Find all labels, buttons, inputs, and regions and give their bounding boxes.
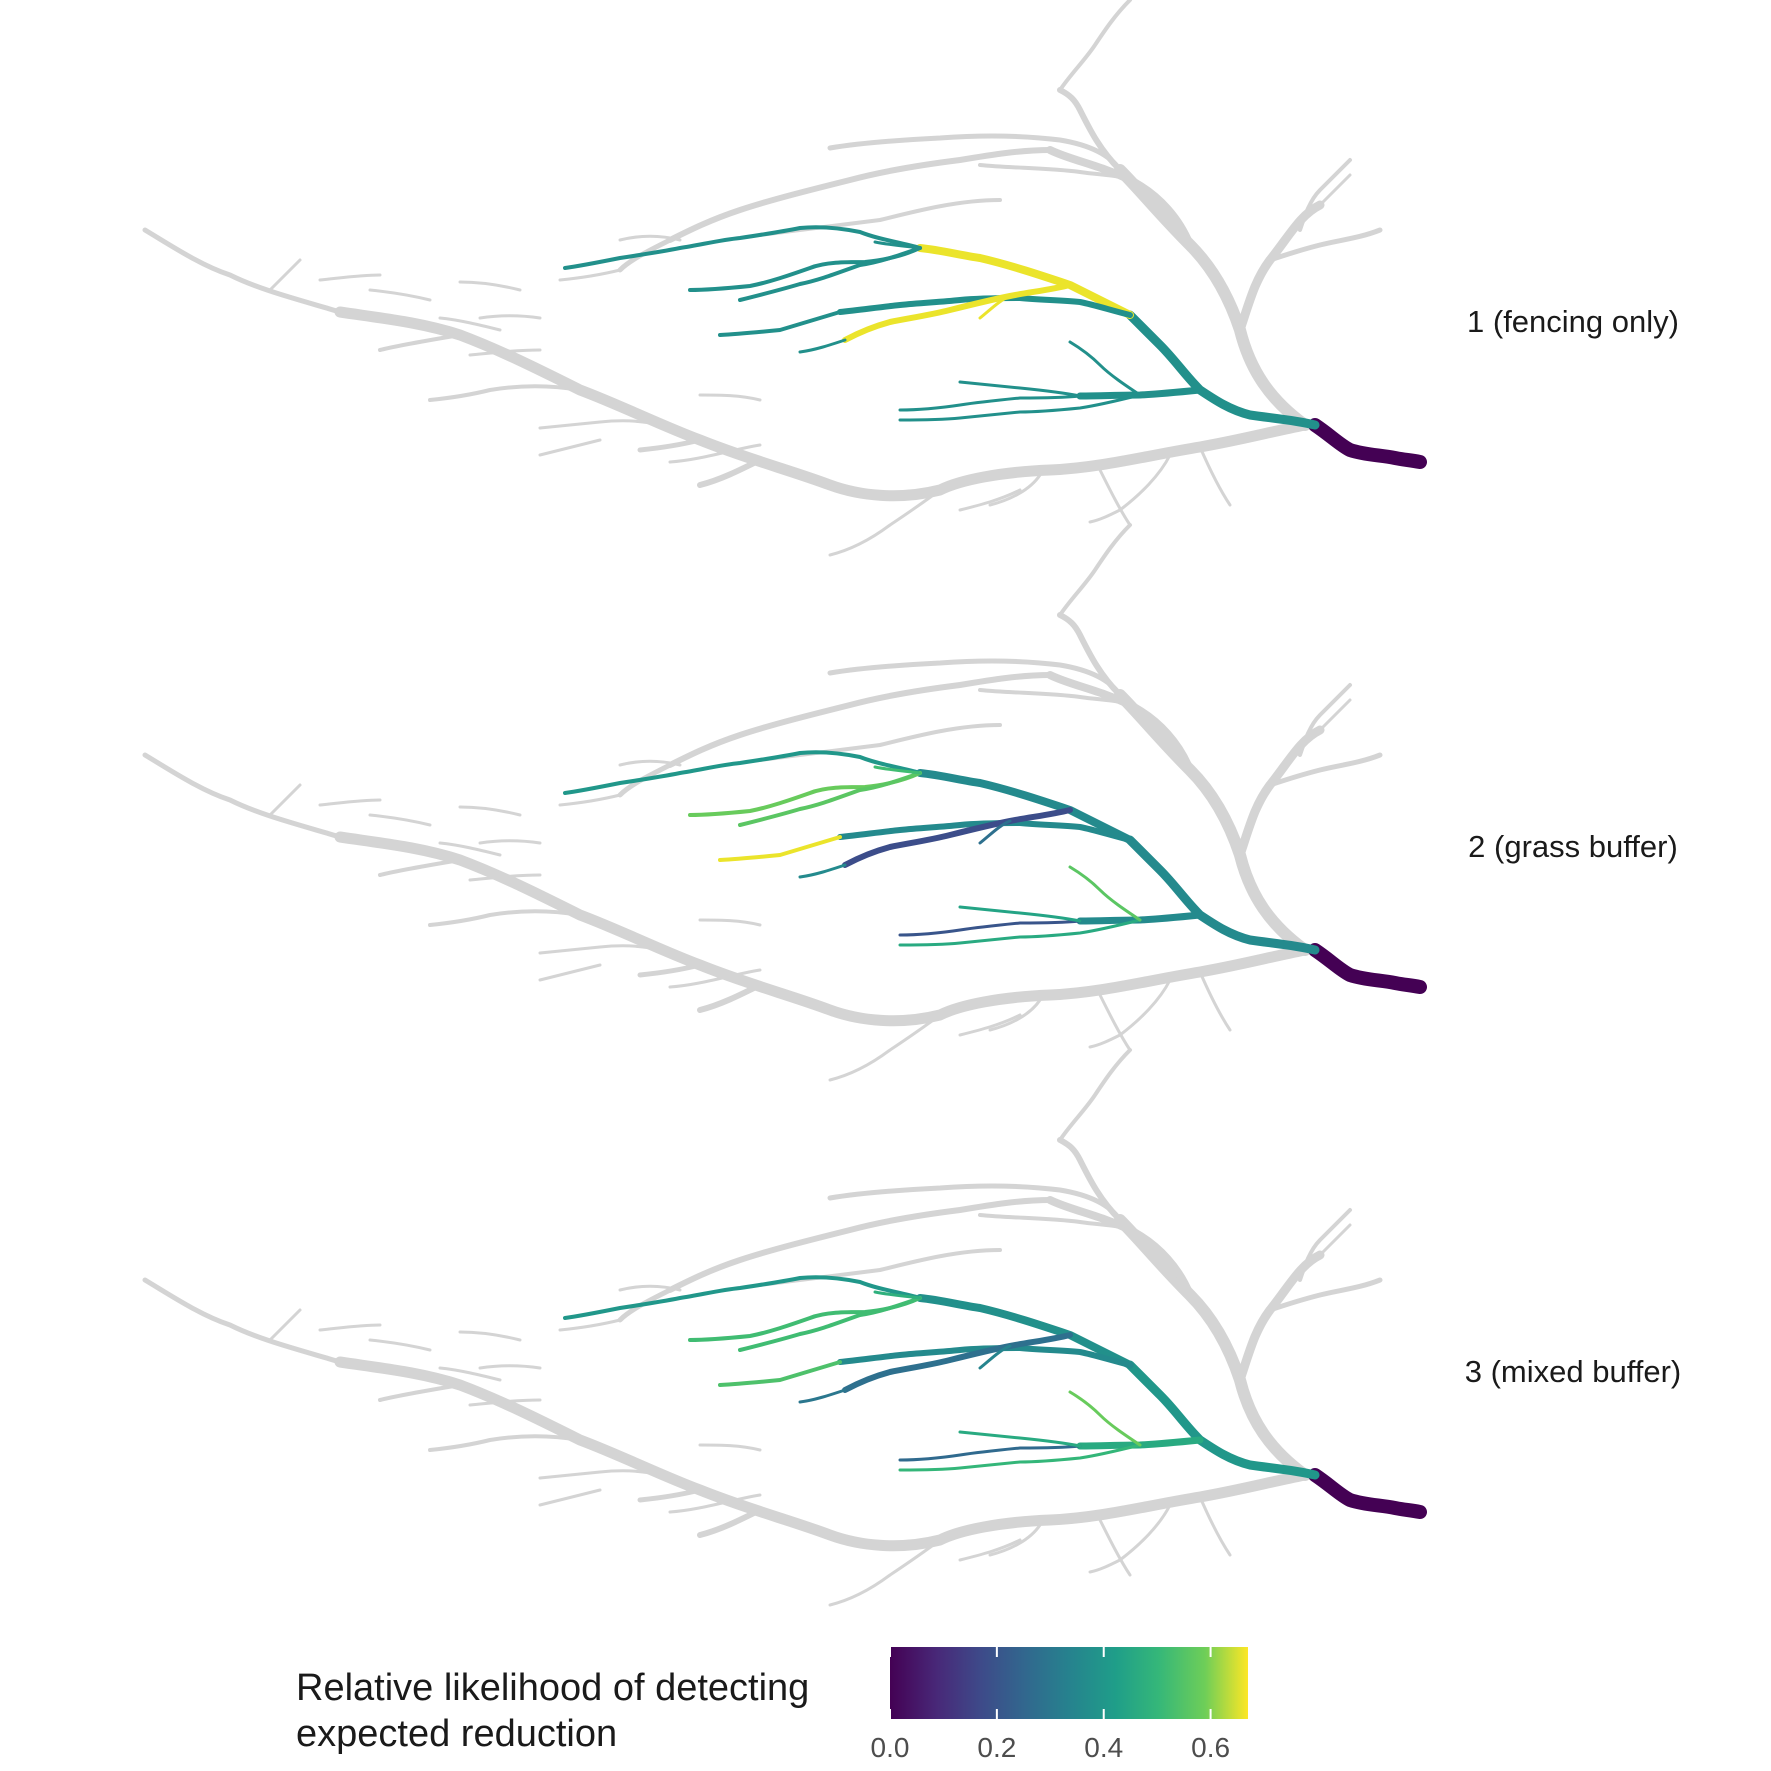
stream-segment-upper-west-3 xyxy=(738,771,922,827)
stream-segment-yellow-branch-a xyxy=(845,285,1070,340)
panel-label-1: 1 (fencing only) xyxy=(1467,304,1679,339)
stream-segment-short-west xyxy=(798,338,847,354)
panel-3: 3 (mixed buffer) xyxy=(145,1050,1681,1605)
stream-segment-outlet xyxy=(1315,950,1420,987)
legend-tick-label: 0.2 xyxy=(977,1732,1016,1763)
legend-colorbar xyxy=(890,1647,1248,1719)
stream-segment-yellow-branch-a xyxy=(845,1335,1070,1390)
stream-segment-lower-b xyxy=(958,380,1082,398)
legend-tick-label: 0.0 xyxy=(871,1732,910,1763)
legend-tick-label: 0.4 xyxy=(1084,1732,1123,1763)
stream-segment-short-west xyxy=(798,863,847,879)
stream-segment-outlet xyxy=(1315,425,1420,462)
panel-label-2: 2 (grass buffer) xyxy=(1468,829,1678,864)
panel-2: 2 (grass buffer) xyxy=(145,525,1678,1080)
stream-segment-lower-d xyxy=(1068,340,1142,397)
stream-segment-lower-a xyxy=(898,394,1082,412)
base-network xyxy=(145,1050,1380,1605)
legend-ticks: 0.0 0.2 0.4 0.6 xyxy=(871,1647,1230,1763)
stream-segment-outlet xyxy=(1315,1475,1420,1512)
stream-segment-mid-west xyxy=(718,1360,842,1387)
stream-segment-lower-a xyxy=(898,919,1082,937)
stream-segment-lower-b xyxy=(958,1430,1082,1448)
legend-title-line2: expected reduction xyxy=(296,1713,617,1755)
stream-segment-yellow-branch-a xyxy=(845,810,1070,865)
legend: Relative likelihood of detecting expecte… xyxy=(296,1647,1248,1763)
stream-segment-short-west xyxy=(798,1388,847,1404)
base-network xyxy=(145,525,1380,1080)
panel-label-3: 3 (mixed buffer) xyxy=(1465,1354,1682,1389)
stream-segment-upper-west-3 xyxy=(738,1296,922,1352)
panel-1: 1 (fencing only) xyxy=(145,0,1679,555)
stream-segment-lower-a xyxy=(898,1444,1082,1462)
stream-segment-upper-west-3 xyxy=(738,246,922,302)
stream-segment-lower-b xyxy=(958,905,1082,923)
legend-tick-label: 0.6 xyxy=(1191,1732,1230,1763)
stream-segment-mid-west xyxy=(718,310,842,337)
base-network xyxy=(145,0,1380,555)
stream-segment-lower-d xyxy=(1068,1390,1142,1447)
legend-title-line1: Relative likelihood of detecting xyxy=(296,1667,809,1709)
stream-segment-mid-west xyxy=(718,835,842,862)
stream-segment-lower-d xyxy=(1068,865,1142,922)
